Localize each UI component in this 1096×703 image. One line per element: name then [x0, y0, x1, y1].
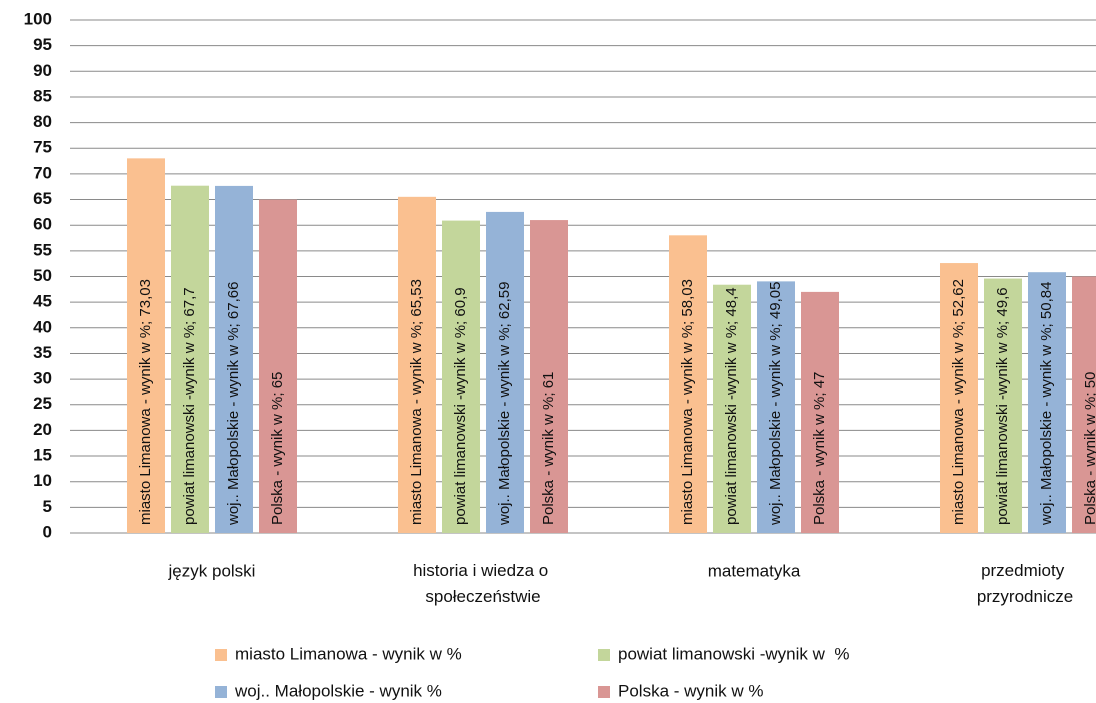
bar	[1072, 276, 1096, 533]
bar	[486, 211, 524, 533]
bar	[1028, 272, 1066, 533]
data-label: miasto Limanowa - wynik w %; 58,03	[679, 279, 696, 525]
legend-swatch	[215, 649, 227, 661]
bar	[801, 291, 839, 533]
bar	[398, 196, 436, 533]
legend-label: woj.. Małopolskie - wynik %	[234, 681, 442, 700]
data-label: miasto Limanowa - wynik w %; 65,53	[408, 279, 425, 525]
y-tick-label: 30	[33, 369, 52, 388]
data-label: woj.. Małopolskie - wynik w %; 50,84	[1038, 282, 1055, 526]
bar	[259, 199, 297, 534]
y-tick-label: 50	[33, 266, 52, 285]
data-label: Polska - wynik w %; 47	[811, 372, 828, 525]
y-tick-label: 85	[33, 86, 52, 105]
legend-swatch	[598, 686, 610, 698]
y-tick-label: 80	[33, 112, 52, 131]
bar	[713, 284, 751, 533]
data-label: powiat limanowski -wynik w %; 48,4	[723, 287, 740, 525]
legend-label: Polska - wynik w %	[618, 681, 763, 700]
data-label: miasto Limanowa - wynik w %; 52,62	[950, 279, 967, 525]
y-tick-label: 75	[33, 138, 52, 157]
y-tick-label: 20	[33, 420, 52, 439]
x-tick-label: język polski	[168, 561, 256, 580]
x-tick-label: matematyka	[708, 561, 801, 580]
data-label: miasto Limanowa - wynik w %; 73,03	[137, 279, 154, 525]
bar	[127, 158, 165, 534]
y-tick-label: 40	[33, 317, 52, 336]
data-label: woj.. Małopolskie - wynik w %; 62,59	[496, 282, 513, 526]
y-tick-label: 15	[33, 446, 52, 465]
legend-swatch	[215, 686, 227, 698]
bar	[669, 235, 707, 534]
y-tick-label: 45	[33, 292, 52, 311]
legend-swatch	[598, 649, 610, 661]
x-tick-label: historia i wiedza o społeczeństwie	[413, 561, 553, 606]
data-label: Polska - wynik w %; 50	[1082, 372, 1096, 525]
y-tick-label: 65	[33, 189, 52, 208]
y-tick-label: 70	[33, 163, 52, 182]
bar	[171, 185, 209, 533]
bar	[530, 220, 568, 533]
y-tick-label: 35	[33, 343, 52, 362]
y-tick-label: 0	[43, 522, 52, 541]
data-label: powiat limanowski -wynik w %; 60,9	[452, 287, 469, 525]
y-tick-label: 100	[24, 9, 52, 28]
bar	[215, 185, 253, 533]
y-tick-label: 60	[33, 215, 52, 234]
legend-label: powiat limanowski -wynik w %	[618, 644, 849, 663]
y-tick-label: 5	[43, 497, 52, 516]
x-tick-label: przedmioty przyrodnicze	[977, 561, 1073, 606]
data-label: powiat limanowski -wynik w %; 67,7	[181, 287, 198, 525]
bar	[984, 278, 1022, 533]
legend-label: miasto Limanowa - wynik w %	[235, 644, 462, 663]
y-tick-label: 10	[33, 471, 52, 490]
y-tick-label: 55	[33, 240, 52, 259]
data-label: woj.. Małopolskie - wynik w %; 49,05	[767, 282, 784, 526]
y-tick-label: 90	[33, 61, 52, 80]
data-label: Polska - wynik w %; 61	[540, 372, 557, 525]
y-tick-label: 95	[33, 35, 52, 54]
data-label: Polska - wynik w %; 65	[269, 372, 286, 525]
y-tick-label: 25	[33, 394, 52, 413]
bar	[757, 281, 795, 533]
bar	[940, 263, 978, 533]
bar	[442, 220, 480, 533]
data-label: powiat limanowski -wynik w %; 49,6	[994, 287, 1011, 525]
data-label: woj.. Małopolskie - wynik w %; 67,66	[225, 282, 242, 526]
